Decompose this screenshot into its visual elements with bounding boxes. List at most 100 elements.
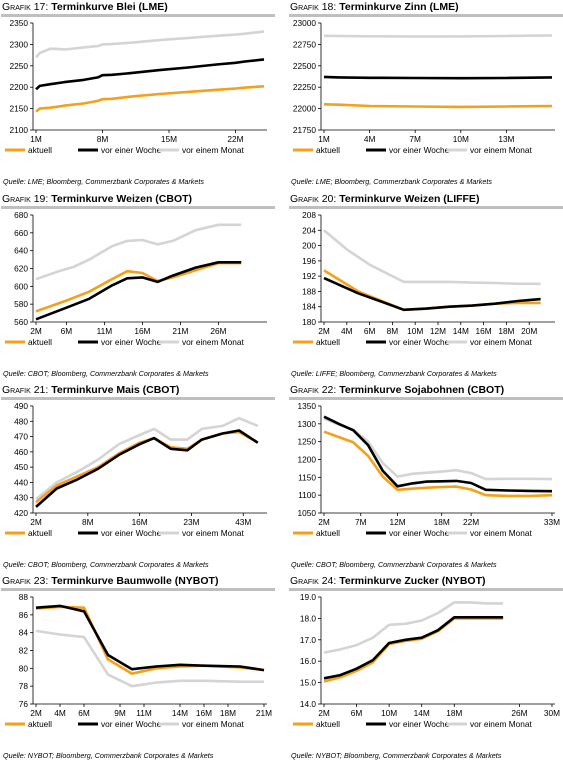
x-tick-label: 12M <box>430 326 446 336</box>
y-tick-label: 1200 <box>298 455 317 465</box>
x-tick-label: 10M <box>407 326 423 336</box>
chart-number: Grafik 22: <box>290 384 337 396</box>
y-tick-label: 17.0 <box>300 635 317 645</box>
title-rule <box>1 14 275 17</box>
x-tick-label: 8M <box>387 326 399 336</box>
y-tick-label: 2100 <box>10 125 29 135</box>
line-chart: 14.0 15.0 16.0 17.0 18.0 19.0 2M 6M 10M 14M 18M 26M… <box>293 592 560 729</box>
title-rule <box>289 206 563 209</box>
legend-label-monat: vor einem Monat <box>182 719 244 729</box>
y-tick-label: 192 <box>302 271 316 281</box>
x-tick-label: 9M <box>114 708 126 718</box>
y-tick-label: 86 <box>19 610 29 620</box>
legend-label-monat: vor einem Monat <box>470 719 532 729</box>
chart-number: Grafik 21: <box>2 384 49 396</box>
x-tick-label: 13M <box>498 134 514 144</box>
series-line-woche <box>323 75 553 80</box>
chart-panel: Grafik 19: Terminkurve Weizen (CBOT) 560 5… <box>1 193 277 384</box>
x-tick-label: 21M <box>172 326 188 336</box>
x-tick-label: 26M <box>210 326 226 336</box>
line-chart: 560 580 600 620 640 660 680 2M 6M 11M 16M 21M 26M akt… <box>5 210 267 347</box>
series-line-monat <box>35 416 259 501</box>
y-tick-label: 23000 <box>293 18 316 28</box>
x-tick-label: 18M <box>220 708 236 718</box>
y-tick-label: 620 <box>14 264 28 274</box>
chart-title-text: Terminkurve Baumwolle (NYBOT) <box>51 575 219 587</box>
series-line-aktuell <box>35 430 259 504</box>
x-tick-label: 6M <box>61 326 73 336</box>
x-tick-label: 21M <box>256 708 272 718</box>
x-tick-label: 10M <box>453 134 469 144</box>
chart-number: Grafik 24: <box>290 575 337 587</box>
source-note: Quelle: LIFFE; Bloomberg, Commerzbank Co… <box>291 369 497 378</box>
legend-label-woche: vor einer Woche <box>101 337 162 347</box>
chart-title: Grafik 24: Terminkurve Zucker (NYBOT) <box>290 575 485 587</box>
source-note: Quelle: CBOT; Bloomberg, Commerzbank Cor… <box>3 560 209 569</box>
chart-number: Grafik 23: <box>2 575 49 587</box>
chart-title: Grafik 18: Terminkurve Zinn (LME) <box>290 1 459 13</box>
y-tick-label: 188 <box>302 286 316 296</box>
y-tick-label: 1100 <box>298 490 316 500</box>
title-rule <box>1 588 275 591</box>
x-tick-label: 16M <box>476 326 492 336</box>
y-tick-label: 460 <box>14 447 28 457</box>
x-tick-label: 18M <box>498 326 514 336</box>
series-line-aktuell <box>323 430 553 498</box>
x-tick-label: 12M <box>389 517 405 527</box>
x-tick-label: 10M <box>381 708 397 718</box>
x-tick-label: 4M <box>54 708 66 718</box>
y-tick-label: 2300 <box>10 39 29 49</box>
legend-label-aktuell: aktuell <box>28 145 52 155</box>
title-rule <box>1 397 275 400</box>
y-tick-label: 78 <box>19 681 29 691</box>
source-note: Quelle: CBOT; Bloomberg, Commerzbank Cor… <box>3 369 209 378</box>
legend-label-aktuell: aktuell <box>316 337 340 347</box>
chart-title: Grafik 21: Terminkurve Mais (CBOT) <box>2 384 179 396</box>
y-tick-label: 1150 <box>298 472 316 482</box>
y-tick-label: 84 <box>19 628 29 638</box>
y-tick-label: 82 <box>19 646 29 656</box>
legend-label-monat: vor einem Monat <box>470 528 532 538</box>
chart-title: Grafik 23: Terminkurve Baumwolle (NYBOT) <box>2 575 218 587</box>
legend-label-aktuell: aktuell <box>28 528 52 538</box>
source-note: Quelle: NYBOT; Bloomberg, Commerzbank Co… <box>291 751 502 760</box>
x-tick-label: 20M <box>521 326 537 336</box>
y-tick-label: 18.0 <box>300 613 317 623</box>
y-tick-label: 16.0 <box>300 656 317 666</box>
source-note: Quelle: NYBOT; Bloomberg, Commerzbank Co… <box>3 751 214 760</box>
legend-label-aktuell: aktuell <box>316 145 340 155</box>
series-line-aktuell <box>35 85 265 113</box>
x-tick-label: 15M <box>161 134 177 144</box>
series-line-aktuell <box>323 103 553 109</box>
legend-label-monat: vor einem Monat <box>470 145 532 155</box>
x-tick-label: 14M <box>172 708 188 718</box>
x-tick-label: 30M <box>544 708 560 718</box>
series-line-woche <box>35 604 265 672</box>
line-chart: 180 184 188 192 196 200 204 208 2M 4M 6M 8M 10M 12M 14… <box>293 210 555 347</box>
chart-title-text: Terminkurve Weizen (CBOT) <box>51 193 193 205</box>
y-tick-label: 560 <box>14 317 28 327</box>
y-tick-label: 490 <box>14 401 28 411</box>
y-tick-label: 88 <box>19 592 29 602</box>
chart-number: Grafik 17: <box>2 1 49 13</box>
chart-title: Grafik 19: Terminkurve Weizen (CBOT) <box>2 193 192 205</box>
series-line-monat <box>323 34 553 38</box>
chart-title-text: Terminkurve Zucker (NYBOT) <box>339 575 486 587</box>
chart-title-text: Terminkurve Sojabohnen (CBOT) <box>339 384 505 396</box>
x-tick-label: 8M <box>82 517 94 527</box>
y-tick-label: 14.0 <box>300 699 317 709</box>
x-tick-label: 6M <box>364 326 376 336</box>
y-tick-label: 2200 <box>10 82 29 92</box>
legend-label-aktuell: aktuell <box>316 528 340 538</box>
chart-title: Grafik 17: Terminkurve Blei (LME) <box>2 1 168 13</box>
x-tick-label: 2M <box>318 517 330 527</box>
x-tick-label: 33M <box>544 517 560 527</box>
y-tick-label: 2350 <box>10 18 29 28</box>
legend-label-woche: vor einer Woche <box>101 719 162 729</box>
legend-label-monat: vor einem Monat <box>182 528 244 538</box>
chart-panel: Grafik 24: Terminkurve Zucker (NYBOT) 14.… <box>289 575 563 766</box>
y-tick-label: 196 <box>302 256 316 266</box>
line-chart: 2100 2150 2200 2250 2300 2350 1M 8M 15M 22M aktuel… <box>5 18 267 155</box>
legend-label-woche: vor einer Woche <box>389 719 450 729</box>
x-tick-label: 7M <box>409 134 421 144</box>
